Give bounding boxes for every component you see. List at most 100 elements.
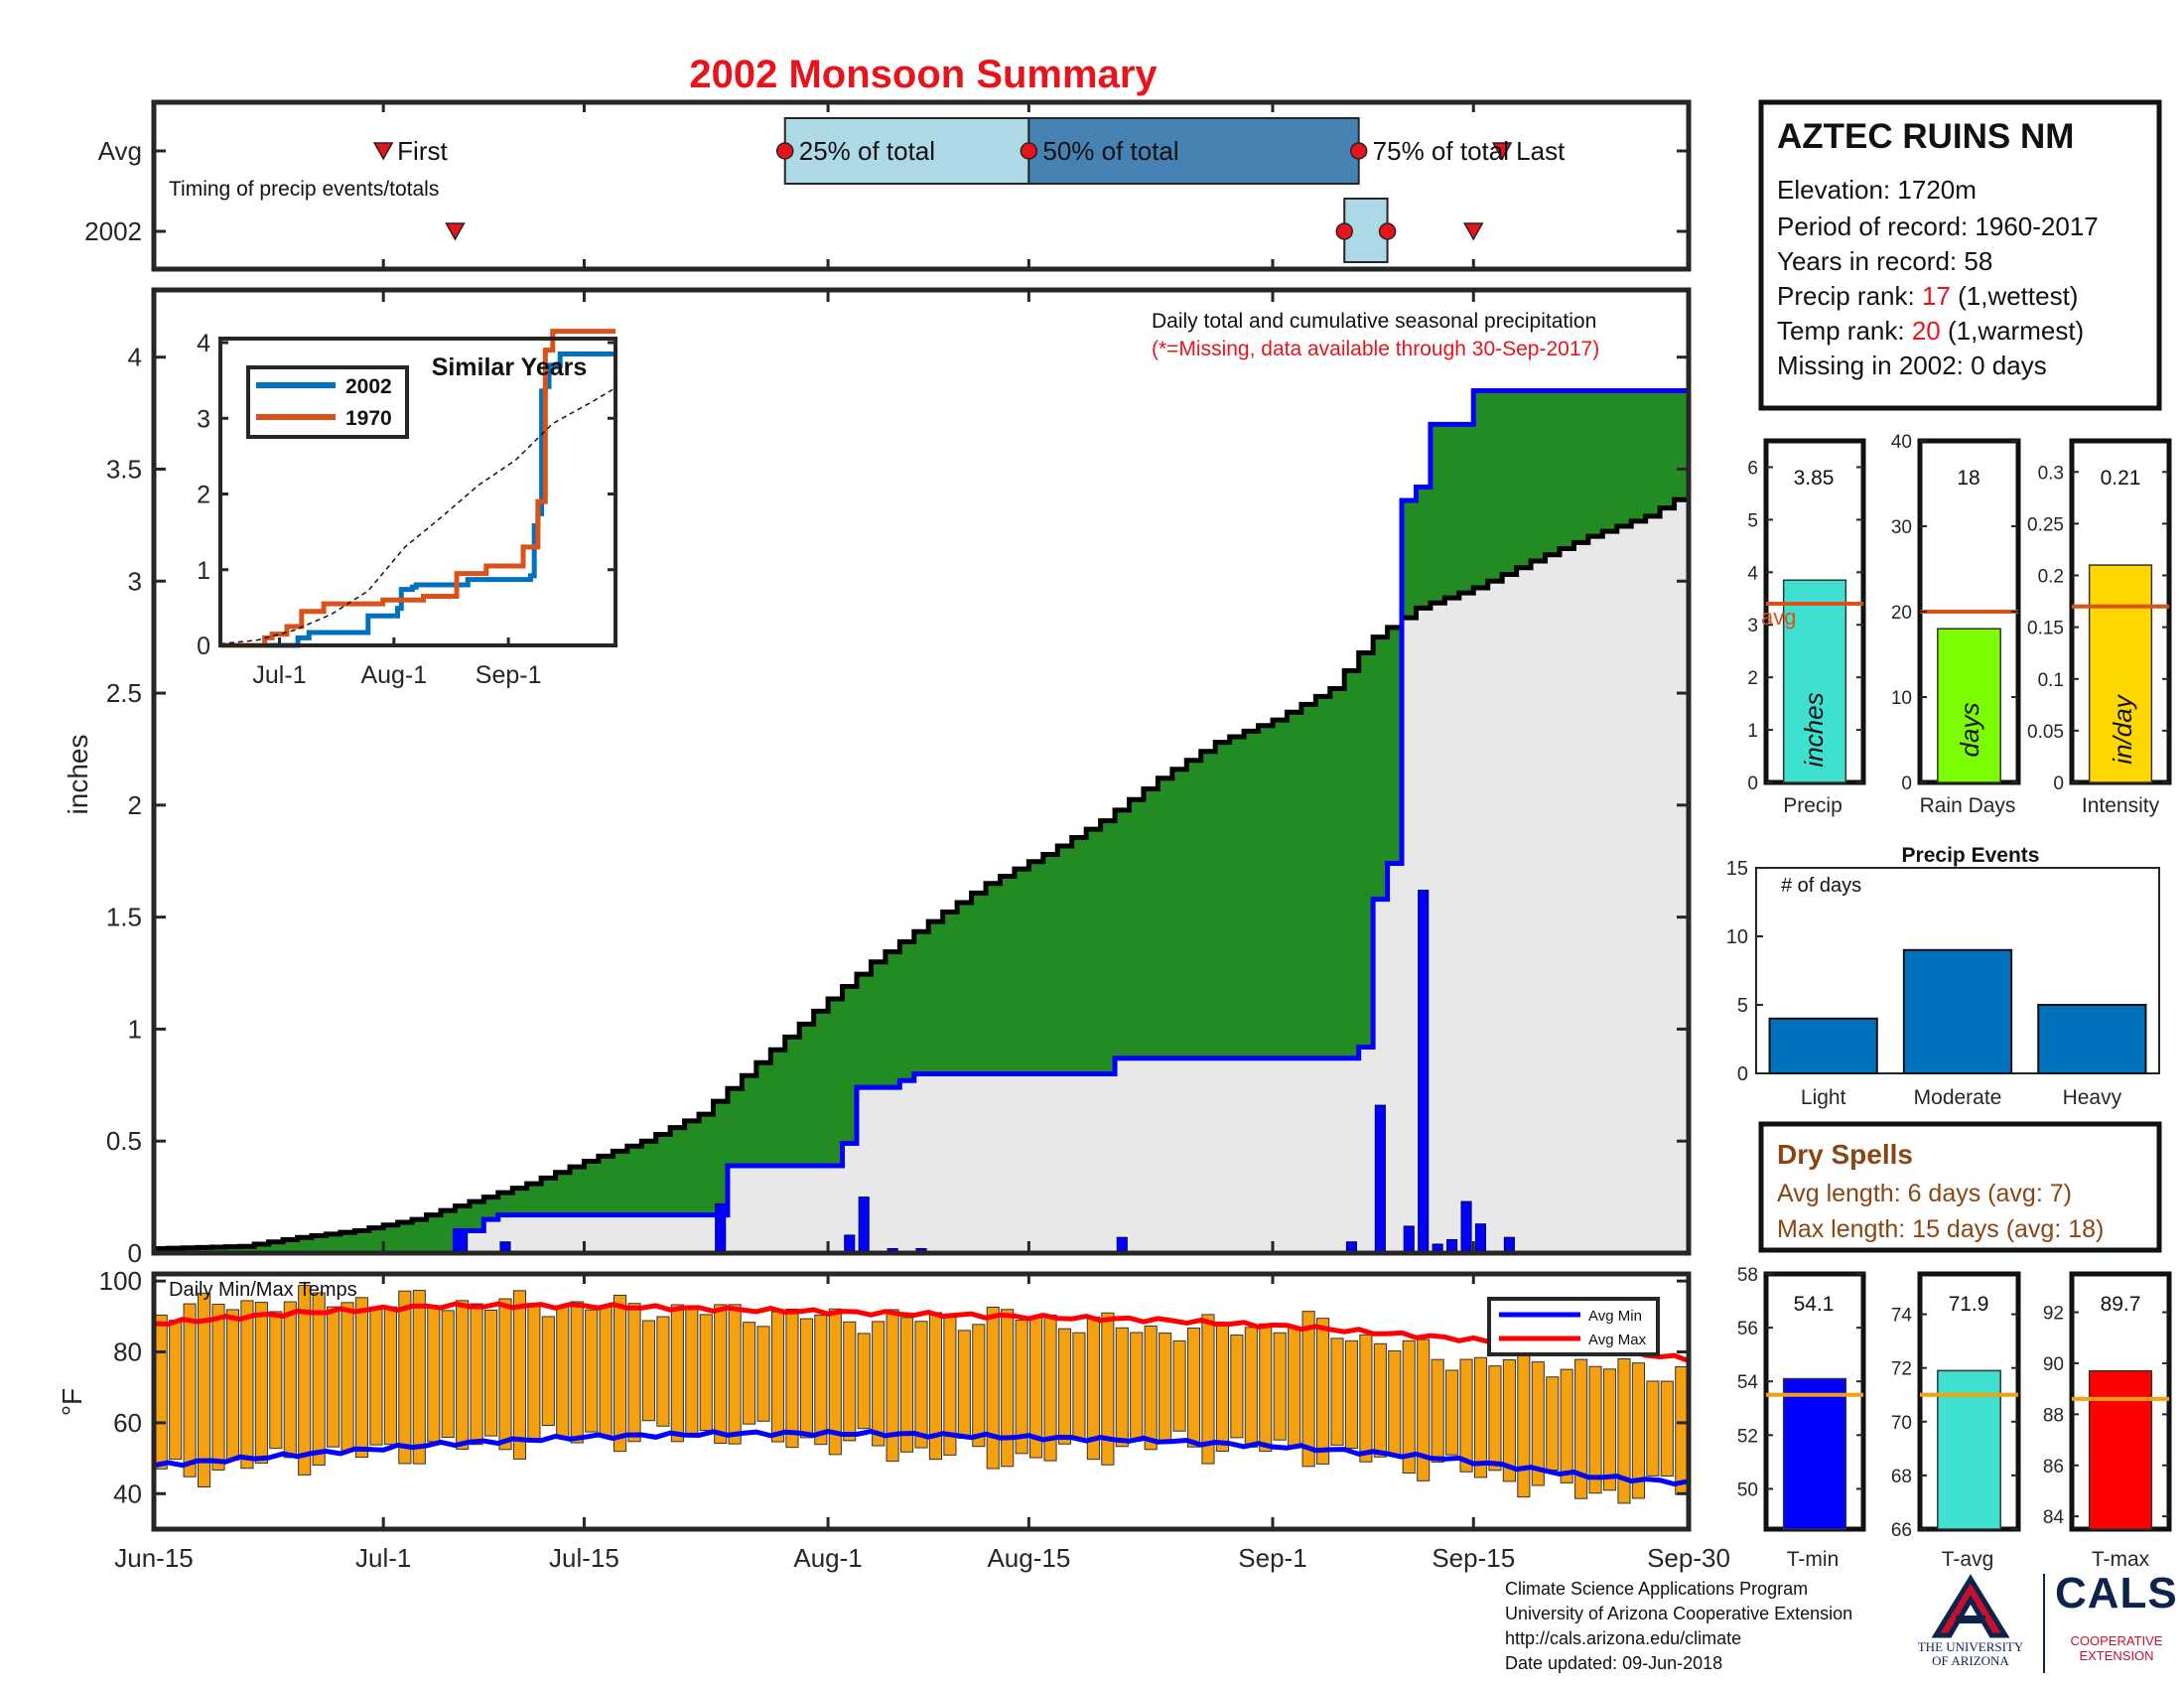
daily-temp-bar	[298, 1285, 312, 1476]
daily-temp-bar	[857, 1333, 871, 1430]
daily-temp-bar	[1344, 1339, 1359, 1449]
timing-caption: Timing of precip events/totals	[169, 178, 439, 201]
daily-temp-bar	[1330, 1337, 1344, 1446]
temp-y-axis-label: °F	[57, 1388, 87, 1416]
daily-temp-bar	[369, 1306, 383, 1446]
year-75-marker	[1378, 222, 1397, 240]
daily-temp-bar	[1546, 1376, 1560, 1471]
daily-temp-bar	[341, 1302, 354, 1453]
daily-temp-bar	[211, 1304, 225, 1471]
footer-credits: Climate Science Applications Program Uni…	[1505, 1577, 1852, 1676]
events-y-tick-label: 0	[1737, 1063, 1748, 1085]
tmax-value-label: 89.7	[2101, 1293, 2141, 1316]
daily-temp-bar	[1445, 1369, 1459, 1456]
daily-temp-bar	[198, 1292, 211, 1487]
inset-y-tick-label: 0	[197, 633, 210, 660]
figure-title: 2002 Monsoon Summary	[689, 53, 1158, 96]
stat-y-tick-label: 66	[1891, 1520, 1912, 1541]
daily-temp-bar	[383, 1306, 397, 1446]
tmin-panel-label: T-min	[1787, 1548, 1840, 1571]
stat-y-tick-label: 92	[2043, 1304, 2064, 1325]
date-tick-label: Sep-30	[1647, 1543, 1730, 1573]
stat-y-tick-label: 68	[1891, 1467, 1912, 1487]
footer-line-2: University of Arizona Cooperative Extens…	[1505, 1604, 1853, 1623]
daily-temp-bar	[354, 1297, 369, 1459]
daily-temp-bar	[1473, 1356, 1488, 1478]
footer-line-1: Climate Science Applications Program	[1505, 1579, 1809, 1599]
events-y-tick-label: 15	[1726, 858, 1748, 880]
daily-temp-bar	[1101, 1312, 1115, 1466]
intensity-value-label: 0.21	[2101, 467, 2141, 490]
date-tick-label: Jul-1	[355, 1543, 411, 1573]
daily-temp-bar	[269, 1311, 283, 1450]
daily-temp-bar	[498, 1298, 512, 1451]
temp-rank-value: 20	[1912, 316, 1941, 346]
daily-temp-bar	[914, 1321, 928, 1449]
stat-y-tick-label: 72	[1891, 1359, 1912, 1380]
daily-temp-bar	[614, 1294, 627, 1453]
tmin-value-label: 54.1	[1794, 1293, 1835, 1316]
events-y-tick-label: 10	[1726, 926, 1748, 948]
inset-y-tick-label: 3	[197, 405, 210, 433]
logo-separator	[2043, 1574, 2045, 1673]
daily-temp-bar	[670, 1304, 684, 1443]
daily-precip-bar	[1374, 1104, 1386, 1254]
daily-temp-bar	[470, 1303, 483, 1446]
rain-days-value-label: 18	[1957, 467, 1979, 490]
daily-temp-bar	[1259, 1323, 1273, 1453]
stat-y-tick-label: 52	[1737, 1426, 1758, 1447]
inset-y-tick-label: 2	[197, 482, 210, 509]
precip-rank-value: 17	[1922, 281, 1951, 311]
daily-temp-bar	[627, 1303, 641, 1443]
daily-temp-bar	[1417, 1338, 1431, 1481]
daily-temp-bar	[1588, 1365, 1602, 1494]
stat-y-tick-label: 6	[1747, 458, 1758, 479]
events-y-label: # of days	[1781, 875, 1861, 897]
daily-temp-bar	[599, 1306, 613, 1438]
stat-y-tick-label: 0	[1901, 774, 1912, 794]
avg-75-marker	[1349, 142, 1368, 160]
daily-temp-bar	[1631, 1362, 1645, 1499]
daily-temp-bar	[240, 1300, 254, 1470]
daily-temp-bar	[1646, 1380, 1660, 1477]
daily-temp-bar	[728, 1304, 742, 1445]
daily-temp-bar	[570, 1301, 584, 1444]
stat-y-tick-label: 4	[1747, 563, 1758, 584]
daily-temp-bar	[483, 1309, 498, 1437]
daily-temp-bar	[541, 1316, 555, 1427]
daily-temp-bar	[1459, 1358, 1473, 1473]
dry-spells-max: Max length: 15 days (avg: 18)	[1777, 1215, 2104, 1243]
stat-y-tick-label: 0	[1747, 774, 1758, 794]
daily-temp-bar	[312, 1292, 326, 1466]
temp-y-tick-label: 100	[99, 1266, 142, 1296]
daily-temp-bar	[225, 1309, 240, 1461]
daily-temp-bar	[1115, 1327, 1129, 1448]
tmin-bar	[1782, 1377, 1847, 1530]
daily-temp-bar	[1488, 1365, 1502, 1472]
cals-logo-subtitle: COOPERATIVE EXTENSION	[2070, 1633, 2163, 1663]
intensity-bar	[2088, 564, 2153, 783]
stat-y-tick-label: 3	[1747, 616, 1758, 636]
daily-temp-bar	[886, 1309, 899, 1463]
date-tick-label: Aug-1	[793, 1543, 862, 1573]
inset-x-tick-label: Jul-1	[252, 661, 306, 689]
avg-first-marker	[372, 142, 394, 161]
avg-25-50-box	[783, 117, 1030, 185]
stat-y-tick-label: 40	[1891, 432, 1912, 453]
stat-y-tick-label: 30	[1891, 517, 1912, 538]
last-label: Last	[1516, 136, 1566, 166]
avg-cumulative-line	[154, 492, 1692, 1251]
stat-y-tick-label: 54	[1737, 1372, 1759, 1393]
p25-label: 25% of total	[799, 136, 935, 166]
temperature-chart: 40 60 80 100 Daily Min/Max Temps °F Avg Min…	[57, 1266, 1692, 1532]
rain-days-unit-label: days	[1955, 703, 1984, 758]
precip-events-chart: Precip Events Light Moderate Heavy 0 5 10 15 #…	[1726, 844, 2160, 1109]
ua-logo-text: THE UNIVERSITY OF ARIZONA	[1917, 1639, 2024, 1668]
daily-temp-bar	[254, 1302, 268, 1464]
daily-temp-bar	[527, 1305, 541, 1441]
temp-legend: Avg Min Avg Max	[1487, 1297, 1660, 1356]
timing-panel: First 25% of total 50% of total 75% of tota…	[84, 99, 1692, 272]
temp-y-tick-label: 40	[113, 1478, 142, 1508]
daily-temp-bar	[899, 1317, 914, 1453]
tmax-bar	[2088, 1369, 2153, 1530]
